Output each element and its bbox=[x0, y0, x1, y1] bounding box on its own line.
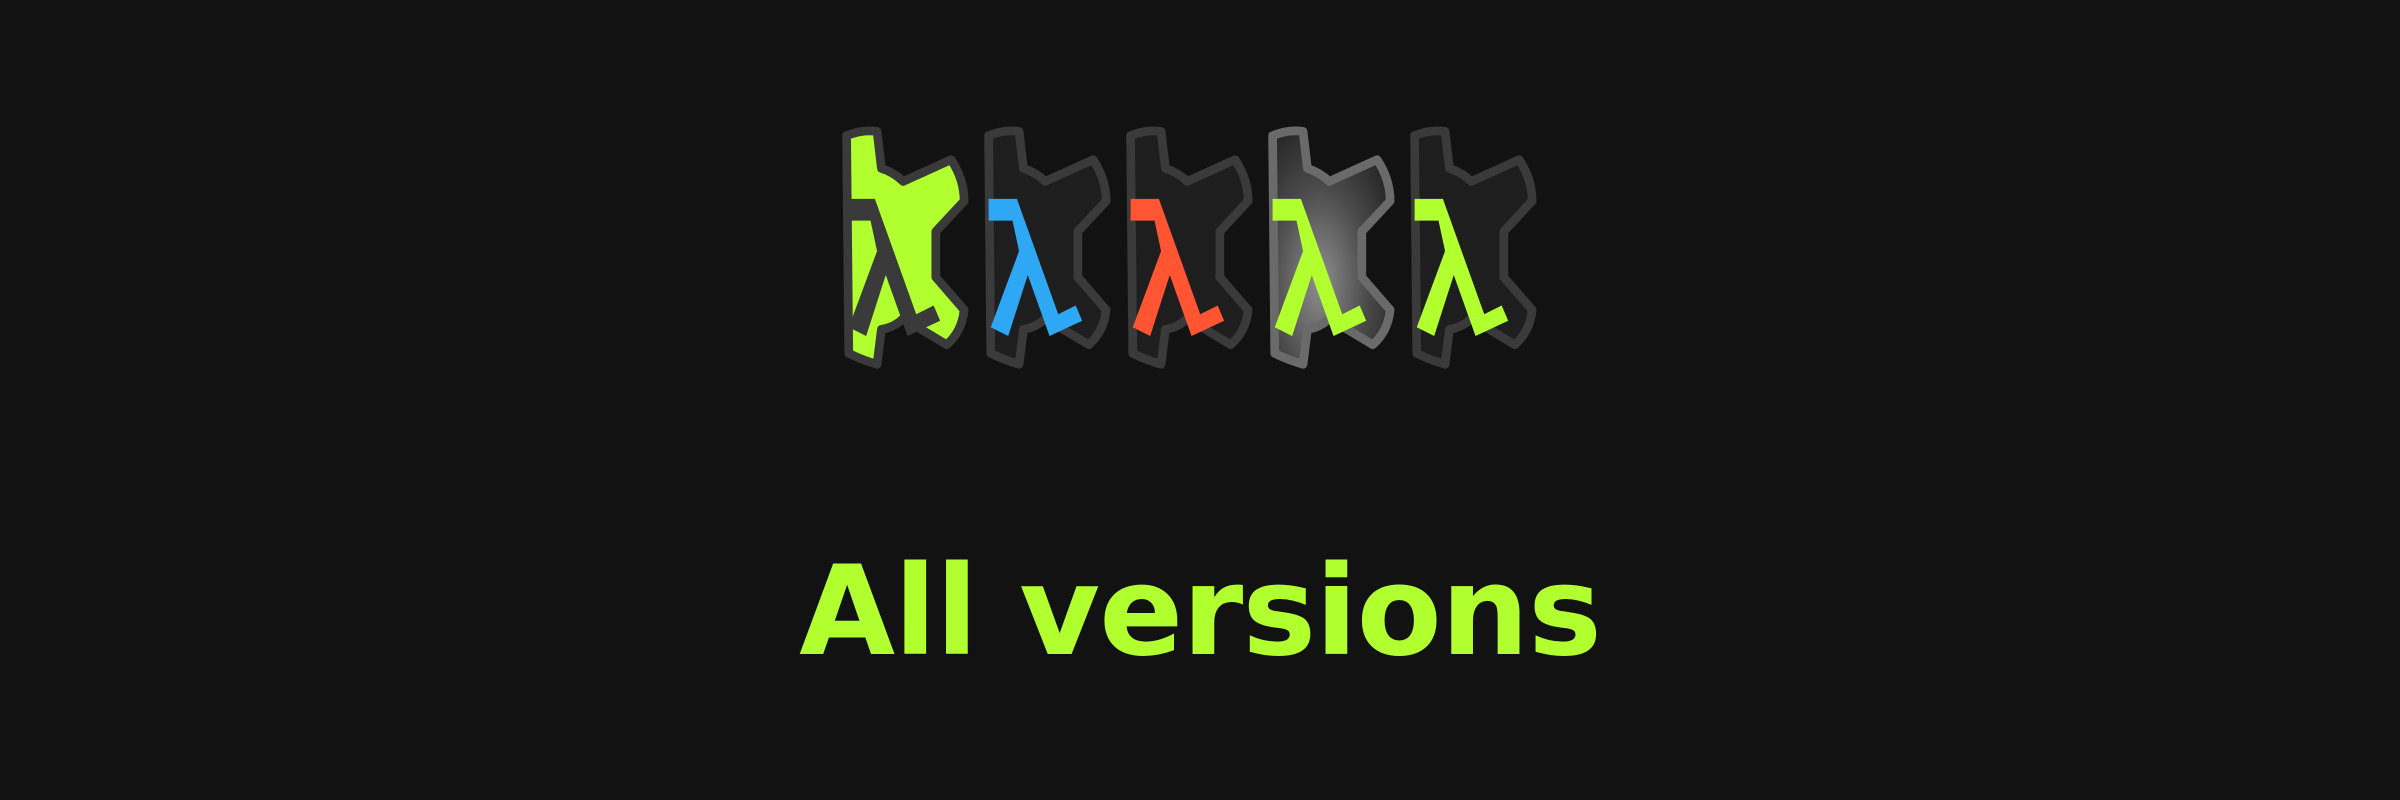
gear-lambda-icon bbox=[842, 126, 969, 369]
headline: All versions bbox=[799, 540, 1602, 684]
gear-shape bbox=[1410, 126, 1537, 369]
gear-shape bbox=[984, 126, 1111, 369]
lambda-glyph bbox=[988, 198, 1083, 336]
gear-shape bbox=[1126, 126, 1253, 369]
gear-shape bbox=[842, 126, 969, 369]
gear-lambda-icon bbox=[1268, 126, 1395, 369]
logo-versions-strip bbox=[790, 95, 1610, 435]
gear-lambda-icon bbox=[1126, 126, 1253, 369]
lambda-glyph bbox=[1414, 198, 1509, 336]
lambda-glyph bbox=[1130, 198, 1225, 336]
gear-lambda-icon bbox=[984, 126, 1111, 369]
lambda-glyph bbox=[1272, 198, 1367, 336]
gear-shape bbox=[1268, 126, 1395, 369]
gear-lambda-icon bbox=[1410, 126, 1537, 369]
lambda-glyph bbox=[846, 198, 941, 336]
